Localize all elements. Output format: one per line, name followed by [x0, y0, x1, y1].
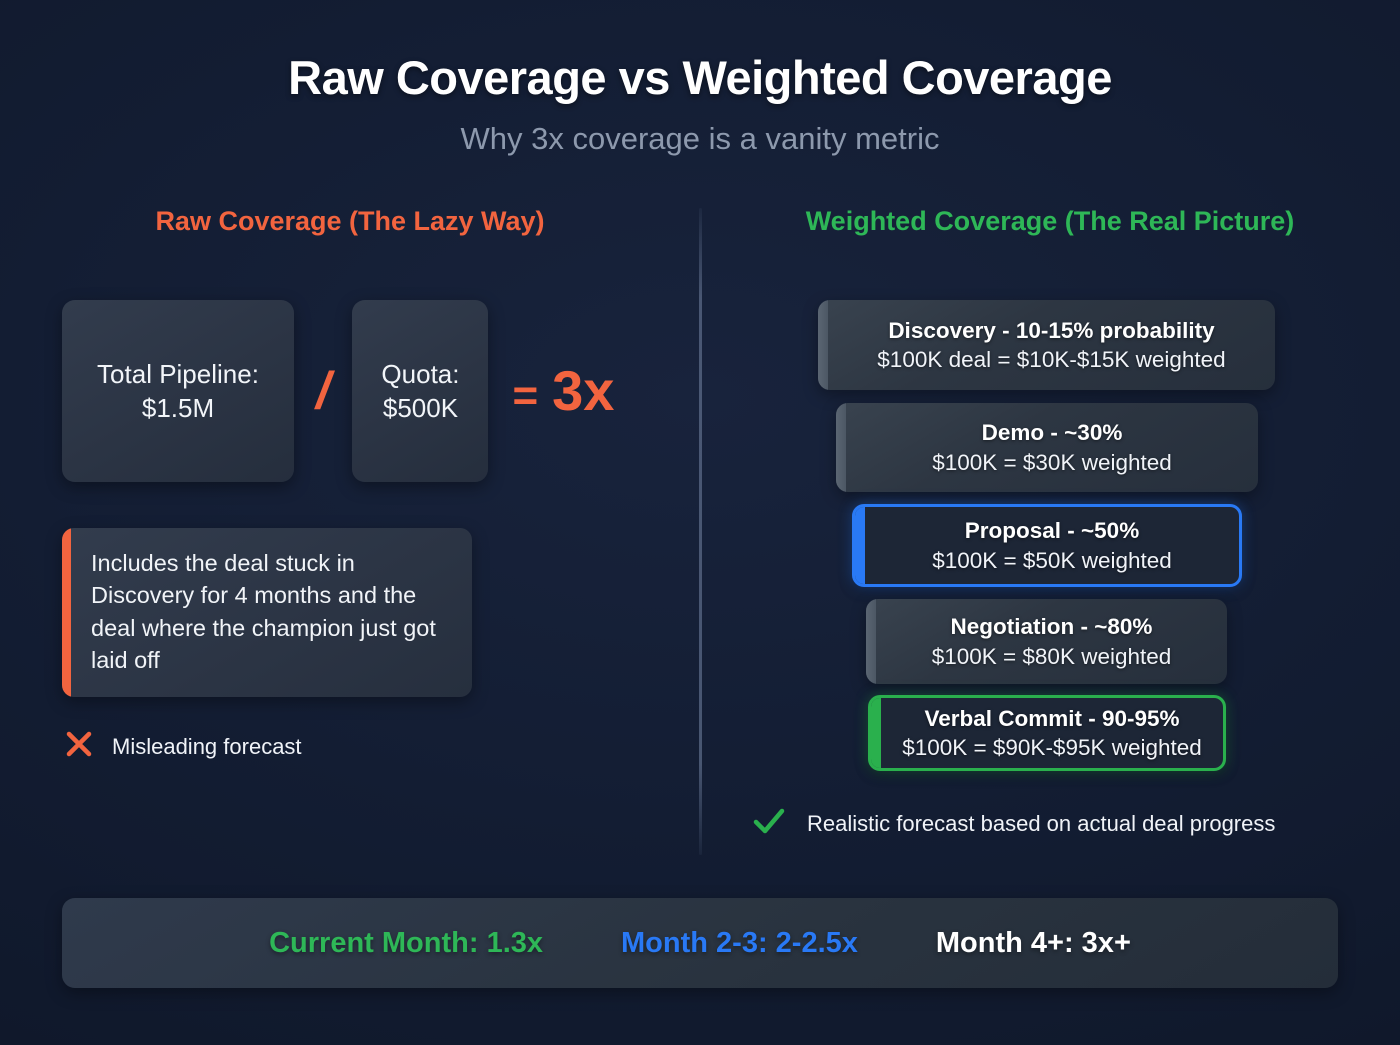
total-pipeline-box: Total Pipeline: $1.5M [62, 300, 294, 482]
divide-operator: / [316, 362, 331, 420]
stage-title: Demo - ~30% [981, 420, 1123, 446]
stage-detail: $100K = $30K weighted [932, 449, 1172, 475]
stage-body: Demo - ~30% $100K = $30K weighted [846, 403, 1258, 492]
stage-card[interactable]: Discovery - 10-15% probability $100K dea… [818, 300, 1275, 390]
total-pipeline-value: $1.5M [141, 393, 215, 423]
quota-label: Quota: [381, 358, 460, 389]
footer-item-month-4-plus: Month 4+: 3x+ [935, 926, 1131, 959]
raw-coverage-verdict-label: Misleading forecast [112, 733, 302, 759]
stage-detail: $100K deal = $10K-$15K weighted [877, 347, 1226, 372]
stage-card[interactable]: Verbal Commit - 90-95% $100K = $90K-$95K… [868, 695, 1226, 771]
stage-card[interactable]: Negotiation - ~80% $100K = $80K weighted [866, 599, 1227, 684]
header: Raw Coverage vs Weighted Coverage Why 3x… [0, 52, 1400, 157]
stage-card[interactable]: Proposal - ~50% $100K = $50K weighted [852, 504, 1242, 587]
stage-card[interactable]: Demo - ~30% $100K = $30K weighted [836, 403, 1258, 492]
raw-coverage-note: Includes the deal stuck in Discovery for… [62, 528, 472, 697]
page-title: Raw Coverage vs Weighted Coverage [288, 51, 1112, 104]
weighted-coverage-verdict-label: Realistic forecast based on actual deal … [807, 810, 1276, 836]
stage-title: Discovery - 10-15% probability [888, 317, 1215, 343]
stage-detail: $100K = $80K weighted [931, 643, 1172, 669]
stage-detail: $100K = $90K-$95K weighted [902, 735, 1202, 760]
stage-detail: $100K = $50K weighted [932, 547, 1172, 573]
stage-body: Proposal - ~50% $100K = $50K weighted [865, 507, 1239, 584]
stage-body: Negotiation - ~80% $100K = $80K weighted [876, 599, 1227, 684]
column-divider [699, 208, 702, 855]
page-subtitle: Why 3x coverage is a vanity metric [460, 120, 940, 156]
stage-accent-bar [871, 698, 881, 768]
stage-card-list: Discovery - 10-15% probability $100K dea… [700, 292, 1400, 771]
footer-item-month-2-3: Month 2-3: 2-2.5x [621, 926, 858, 959]
stage-body: Verbal Commit - 90-95% $100K = $90K-$95K… [881, 698, 1223, 768]
stage-accent-bar [836, 403, 846, 492]
weighted-coverage-column: Weighted Coverage (The Real Picture) Dis… [700, 206, 1400, 836]
raw-coverage-verdict: Misleading forecast [64, 729, 302, 764]
total-pipeline-label: Total Pipeline: [97, 358, 259, 389]
stage-accent-bar [855, 507, 865, 584]
quota-value: $500K [382, 393, 459, 423]
stage-title: Verbal Commit - 90-95% [924, 705, 1180, 731]
weighted-coverage-heading: Weighted Coverage (The Real Picture) [805, 206, 1295, 236]
weighted-coverage-verdict: Realistic forecast based on actual deal … [752, 806, 1275, 841]
raw-coverage-column: Raw Coverage (The Lazy Way) Total Pipeli… [0, 206, 700, 759]
note-accent-bar [62, 528, 71, 697]
stage-accent-bar [818, 300, 828, 390]
x-mark-icon [64, 729, 94, 764]
stage-title: Negotiation - ~80% [950, 614, 1153, 640]
equals-sign: = [512, 371, 539, 420]
stage-accent-bar [866, 599, 876, 684]
raw-coverage-heading: Raw Coverage (The Lazy Way) [155, 206, 545, 236]
stage-title: Proposal - ~50% [964, 518, 1140, 544]
stage-body: Discovery - 10-15% probability $100K dea… [828, 300, 1275, 390]
check-mark-icon [752, 806, 786, 841]
footer-item-current-month: Current Month: 1.3x [269, 926, 544, 959]
timeline-footer: Current Month: 1.3x Month 2-3: 2-2.5x Mo… [62, 898, 1338, 988]
formula-result: = 3x [512, 363, 614, 419]
quota-box: Quota: $500K [352, 300, 489, 482]
note-text: Includes the deal stuck in Discovery for… [91, 550, 436, 674]
raw-coverage-formula: Total Pipeline: $1.5M / Quota: $500K = 3… [62, 300, 614, 482]
coverage-ratio-value: 3x [552, 359, 615, 422]
